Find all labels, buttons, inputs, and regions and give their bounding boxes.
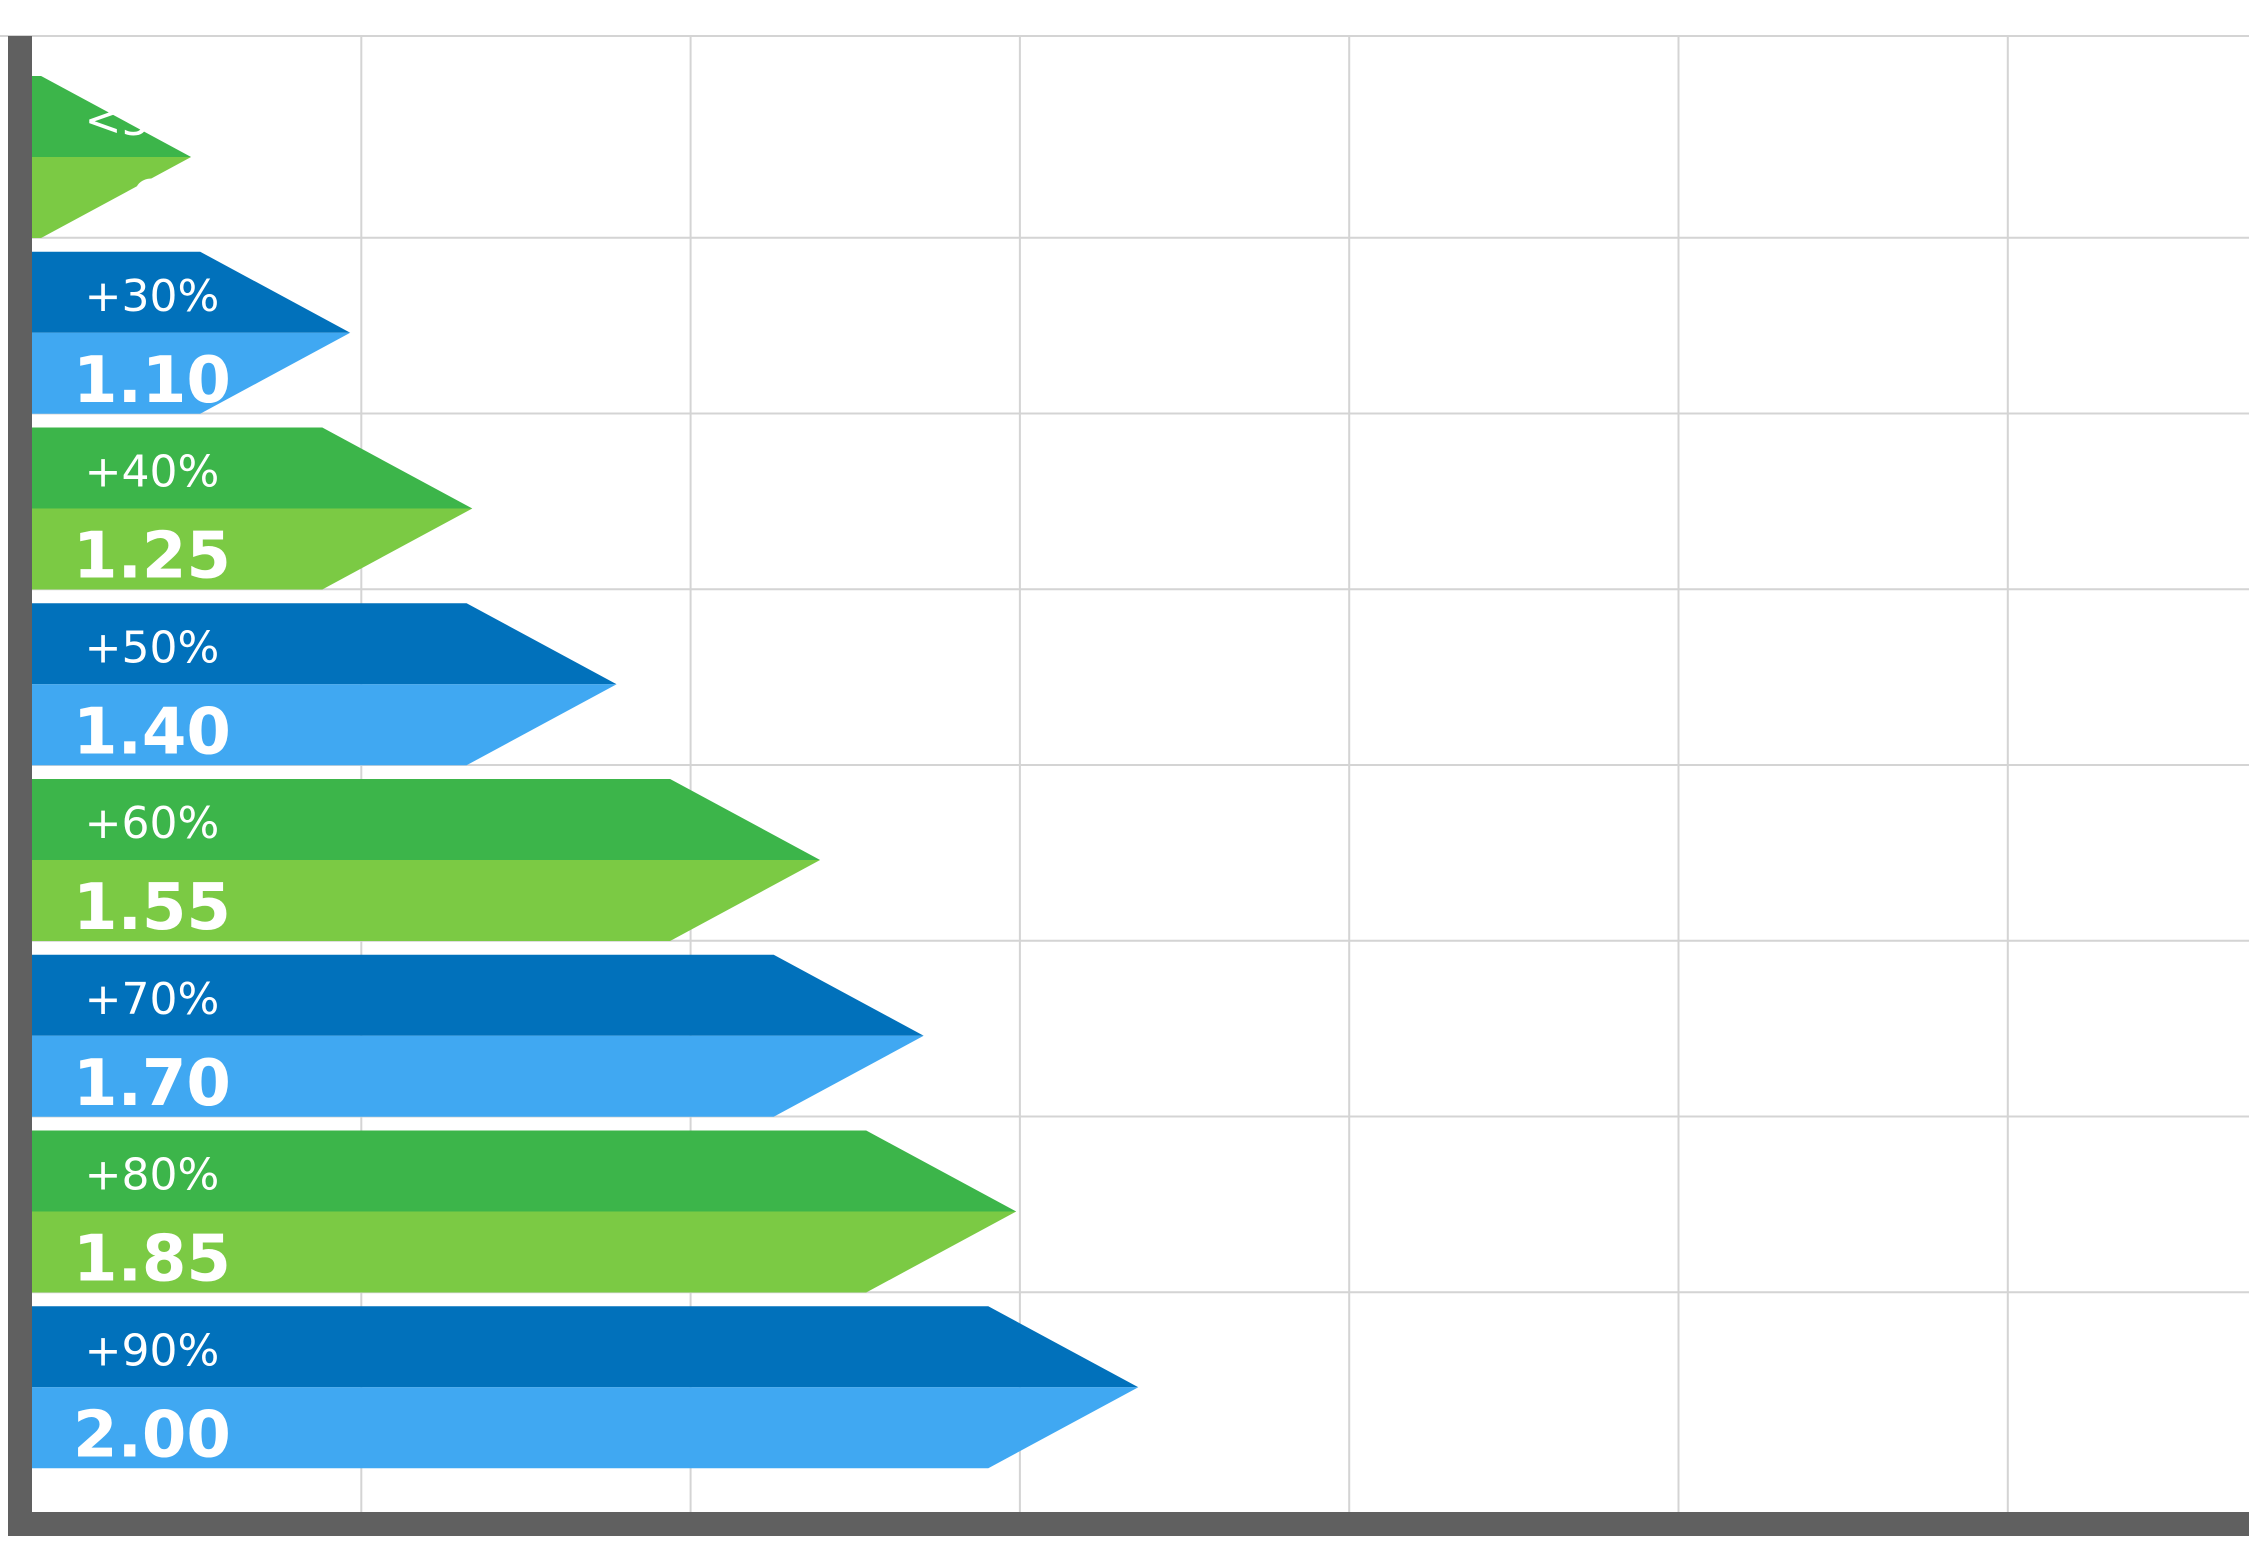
bar-lower-half: [32, 508, 473, 590]
value-label: 1.25: [73, 520, 231, 594]
bar-4: +60% 1.55: [32, 779, 821, 945]
bar-lower-half: [32, 1211, 1017, 1293]
bar-lower-half: [32, 1035, 924, 1117]
category-label: +70%: [85, 974, 220, 1025]
value-label: 1.70: [73, 1047, 231, 1121]
category-label: +50%: [85, 622, 220, 673]
bar-upper-half: [32, 76, 192, 157]
bar-lower-half: [32, 157, 192, 238]
bar-upper-half: [32, 1130, 1017, 1212]
category-label: +80%: [85, 1150, 220, 1201]
bar-2: +40% 1.25: [32, 427, 473, 594]
bar-5: +70% 1.70: [32, 954, 924, 1121]
bars: <30% 0 +30% 1.10 +40% 1.25 +50% 1.40 +60% 1.55 +70…: [32, 76, 1139, 1472]
bar-lower-half: [32, 860, 821, 941]
category-label: <30%: [85, 95, 220, 146]
bar-lower-half: [32, 332, 351, 414]
category-label: +60%: [85, 798, 220, 849]
bar-1: +30% 1.10: [32, 251, 351, 418]
bar-0: <30% 0: [32, 76, 219, 242]
bar-upper-half: [32, 603, 617, 685]
value-label: 2.00: [73, 1398, 231, 1472]
bar-3: +50% 1.40: [32, 603, 617, 769]
value-label: 1.55: [73, 871, 231, 945]
bar-lower-half: [32, 684, 617, 766]
x-axis-line: [8, 1512, 2249, 1536]
bar-upper-half: [32, 251, 351, 333]
value-label: 1.10: [73, 344, 231, 418]
value-label: 0: [130, 168, 175, 242]
category-label: +30%: [85, 271, 220, 322]
bar-6: +80% 1.85: [32, 1130, 1017, 1297]
axes: [8, 36, 2249, 1536]
bar-upper-half: [32, 1306, 1139, 1388]
value-label: 1.40: [73, 695, 231, 769]
bar-lower-half: [32, 1387, 1139, 1469]
bar-upper-half: [32, 954, 924, 1036]
value-label: 1.85: [73, 1223, 231, 1297]
bar-upper-half: [32, 427, 473, 509]
y-axis-line: [8, 36, 32, 1536]
bar-7: +90% 2.00: [32, 1306, 1139, 1472]
category-label: +40%: [85, 447, 220, 498]
bar-upper-half: [32, 779, 821, 860]
category-label: +90%: [85, 1325, 220, 1376]
